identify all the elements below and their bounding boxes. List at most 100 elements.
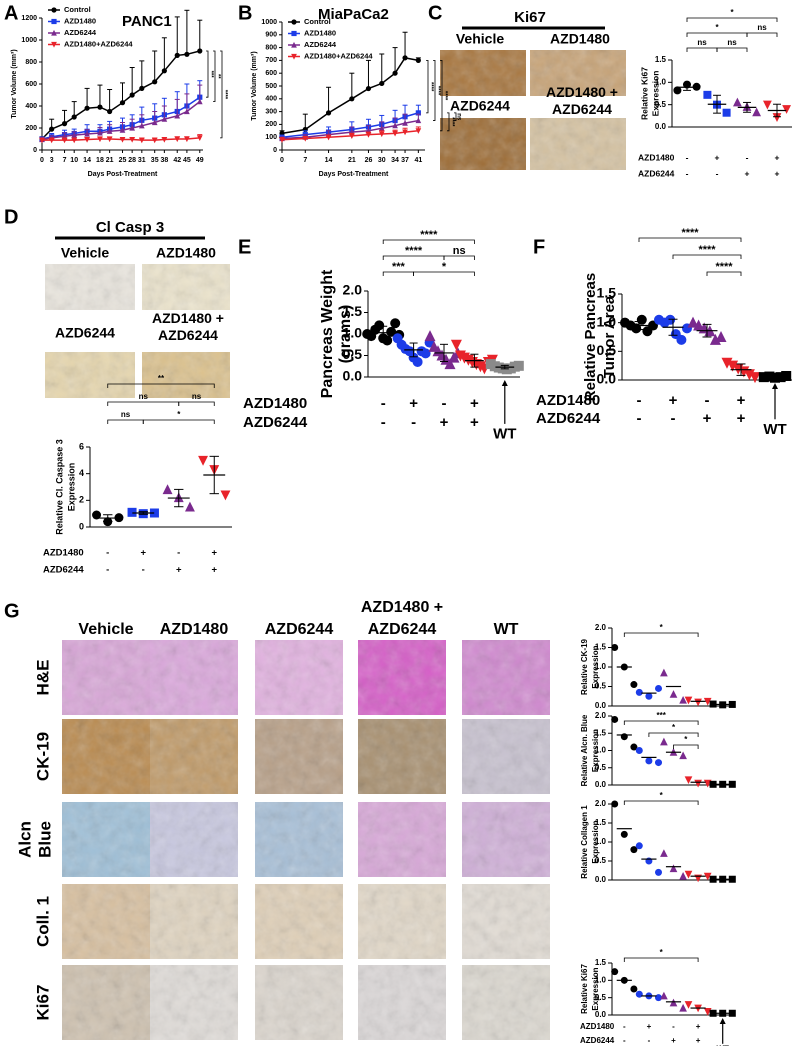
data-point	[61, 137, 68, 144]
panel-letter: E	[238, 236, 251, 258]
data-point	[197, 48, 203, 54]
treatment-sign: WT	[716, 1045, 729, 1046]
data-point	[392, 122, 398, 129]
significance-label: ns	[139, 392, 149, 401]
data-point	[415, 117, 422, 124]
treatment-sign: -	[381, 414, 386, 431]
significance-label: *	[660, 791, 664, 800]
treatment-sign: -	[686, 152, 689, 162]
x-tick-label: 14	[83, 157, 91, 164]
y-tick-label: 1.0	[595, 662, 607, 671]
data-point	[660, 737, 668, 746]
x-tick-label: 25	[119, 157, 127, 164]
arrow-head	[719, 1018, 726, 1024]
data-point	[119, 136, 126, 143]
data-point	[743, 369, 755, 381]
image-label: AZD1480	[550, 31, 610, 47]
legend-marker	[51, 29, 57, 36]
image-label: Vehicle	[456, 31, 504, 47]
significance-label: *	[684, 735, 688, 744]
significance-label: ns	[455, 113, 461, 121]
treatment-sign: -	[106, 548, 109, 559]
significance-label: *	[442, 261, 447, 273]
x-axis-label: Days Post-Treatment	[88, 171, 158, 178]
y-tick-label: 1.5	[595, 818, 607, 827]
x-tick-label: 45	[183, 157, 191, 164]
significance-bracket	[382, 239, 475, 244]
y-tick-label: 400	[25, 103, 37, 110]
data-point	[722, 108, 731, 117]
data-point	[185, 501, 195, 512]
significance-label: ****	[448, 117, 454, 127]
significance-label: ns	[121, 410, 131, 419]
column-header: WT	[494, 621, 519, 638]
treatment-sign: -	[106, 565, 109, 576]
significance-bracket	[443, 255, 475, 260]
data-point	[392, 70, 398, 76]
row-label: Coll. 1	[33, 896, 52, 947]
data-point	[151, 137, 158, 144]
y-tick-label: 1.0	[343, 325, 363, 341]
data-point	[415, 128, 422, 134]
treatment-label: AZD6244	[580, 1036, 615, 1045]
significance-label: *	[660, 623, 664, 632]
significance-bracket	[454, 112, 457, 121]
y-axis-label: Expression	[591, 729, 600, 772]
data-point	[71, 137, 78, 144]
data-point	[365, 132, 372, 138]
data-point	[733, 97, 742, 107]
y-tick-label: 800	[25, 59, 37, 66]
y-tick-label: 600	[25, 81, 37, 88]
significance-bracket	[706, 271, 742, 276]
x-tick-label: 0	[280, 157, 284, 164]
y-tick-label: 0.5	[655, 100, 667, 109]
y-tick-label: 1.5	[597, 285, 617, 301]
data-point	[392, 130, 398, 137]
treatment-sign: +	[671, 1036, 676, 1045]
treatment-sign: +	[211, 565, 217, 576]
data-point	[302, 135, 309, 142]
column-header: AZD1480	[160, 621, 229, 638]
y-axis-label: (grams)	[337, 305, 354, 364]
data-point	[660, 849, 668, 857]
data-point	[196, 98, 203, 105]
data-point	[669, 690, 678, 698]
y-tick-label: 0.5	[595, 856, 607, 865]
data-point	[669, 998, 678, 1007]
y-tick-label: 1000	[261, 19, 277, 26]
data-point	[758, 372, 769, 383]
treatment-label: AZD6244	[243, 414, 308, 431]
y-tick-label: 1.0	[597, 313, 617, 329]
y-tick-label: 0.0	[655, 122, 667, 131]
x-tick-label: 3	[50, 157, 54, 164]
y-tick-label: 0.0	[595, 701, 607, 710]
treatment-sign: +	[211, 548, 217, 559]
data-point	[645, 757, 653, 765]
y-tick-label: 0.0	[597, 371, 617, 387]
micrograph-texture	[142, 352, 230, 398]
data-point	[174, 136, 181, 143]
significance-label: *	[730, 8, 734, 17]
significance-label: *	[660, 948, 664, 957]
column-header: AZD6244	[368, 621, 437, 638]
y-tick-label: 1200	[21, 15, 37, 22]
data-point	[49, 126, 55, 132]
significance-bracket	[672, 254, 742, 259]
chart-title: PANC1	[122, 13, 172, 30]
data-point	[220, 490, 231, 501]
micrograph-texture	[150, 719, 238, 794]
data-point	[402, 120, 408, 126]
chart-title: MiaPaCa2	[318, 6, 389, 23]
treatment-label: AZD1480	[43, 548, 84, 559]
significance-bracket	[638, 237, 742, 242]
y-tick-label: 2.0	[343, 282, 363, 298]
significance-label: ***	[207, 71, 213, 79]
data-point	[162, 484, 173, 495]
y-axis-label: Expression	[591, 967, 600, 1010]
image-label: AZD1480 +	[152, 310, 224, 326]
data-point	[703, 90, 712, 99]
x-tick-label: 18	[96, 157, 104, 164]
significance-bracket	[623, 720, 699, 725]
treatment-sign: +	[696, 1022, 701, 1031]
